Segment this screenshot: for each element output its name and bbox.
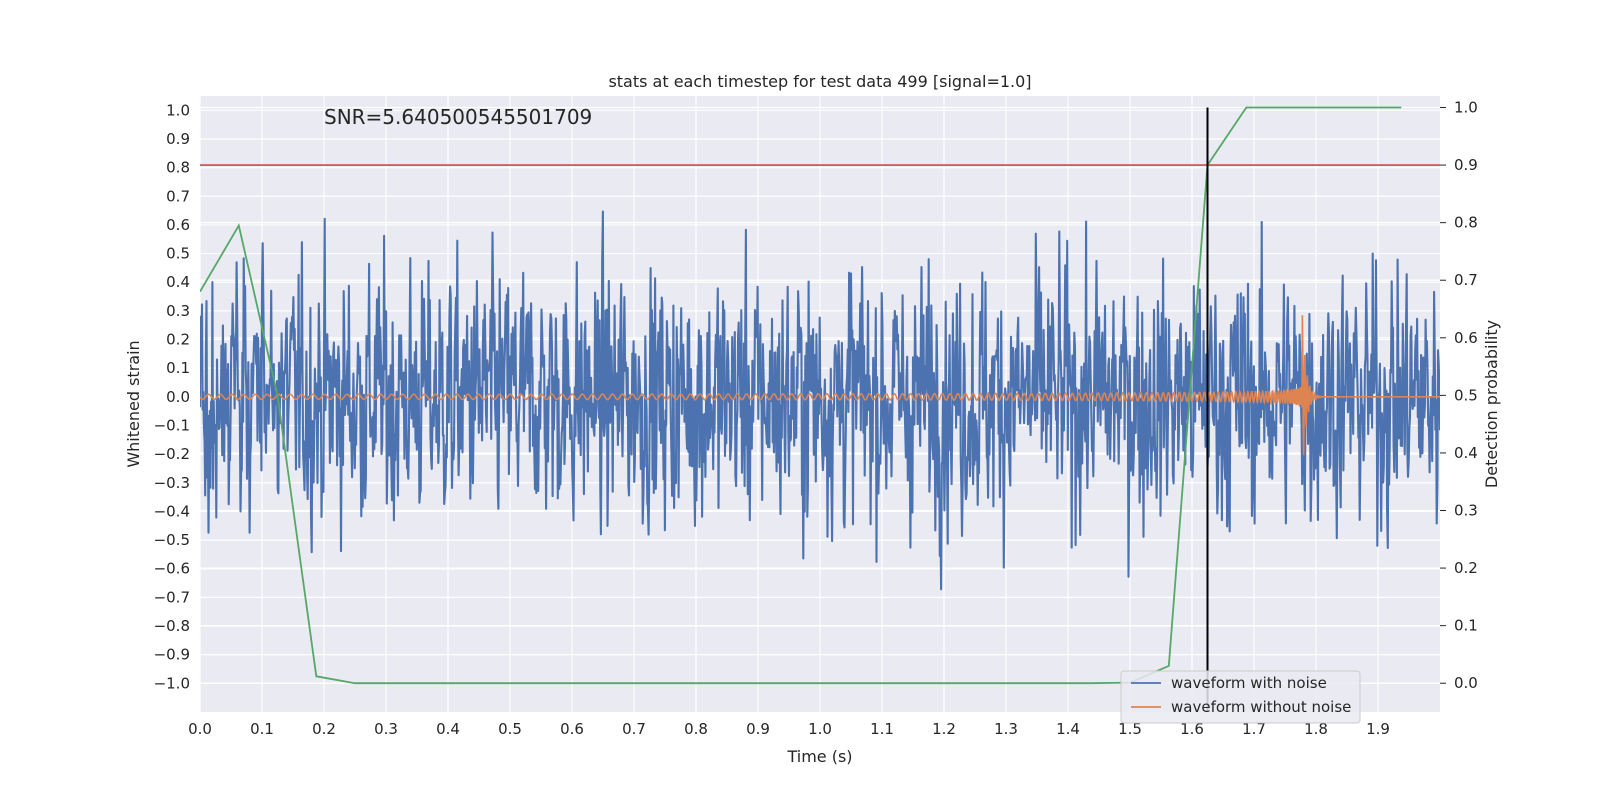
y-right-tick-label: 0.6 <box>1454 329 1478 347</box>
x-tick-label: 0.6 <box>560 720 584 738</box>
x-tick-label: 1.6 <box>1180 720 1204 738</box>
x-tick-label: 0.5 <box>498 720 522 738</box>
x-tick-label: 1.7 <box>1242 720 1266 738</box>
y-right-tick-label: 0.1 <box>1454 617 1478 635</box>
y-right-axis-ticks: 1.0 0.9 0.8 0.7 0.6 0.5 0.4 0.3 0.2 0.1 0.0 <box>1440 99 1478 692</box>
x-axis-label: Time (s) <box>786 747 852 766</box>
y-left-tick-label: 0.6 <box>166 216 190 234</box>
x-tick-label: 0.0 <box>188 720 212 738</box>
legend: waveform with noise waveform without noi… <box>1120 670 1361 724</box>
series-line-waveform-with-noise <box>200 210 1440 591</box>
y-left-axis-label: Whitened strain <box>124 340 143 467</box>
y-left-tick-label: −0.9 <box>154 646 190 664</box>
y-left-tick-label: −0.8 <box>154 617 190 635</box>
y-left-axis-ticks: 1.0 0.9 0.8 0.7 0.6 0.5 0.4 0.3 0.2 0.1 0.0 −0.1 −0.… <box>154 101 190 692</box>
y-left-tick-label: −0.6 <box>154 560 190 578</box>
y-right-axis-label: Detection probability <box>1482 320 1501 488</box>
snr-annotation: SNR=5.640500545501709 <box>324 105 592 129</box>
y-left-tick-label: 0.7 <box>166 187 190 205</box>
y-left-tick-label: −0.2 <box>154 445 190 463</box>
y-right-tick-label: 0.5 <box>1454 386 1478 404</box>
x-tick-label: 1.1 <box>870 720 894 738</box>
legend-label-waveform-with-noise: waveform with noise <box>1171 674 1327 692</box>
x-tick-label: 1.9 <box>1366 720 1390 738</box>
x-tick-label: 0.1 <box>250 720 274 738</box>
series-line-waveform-without-noise <box>200 315 1440 456</box>
y-left-tick-label: −0.4 <box>154 502 190 520</box>
x-tick-label: 1.2 <box>932 720 956 738</box>
y-left-tick-label: 0.9 <box>166 130 190 148</box>
y-right-tick-label: 0.2 <box>1454 559 1478 577</box>
y-left-tick-label: 0.5 <box>166 245 190 263</box>
y-left-tick-label: 0.8 <box>166 159 190 177</box>
y-right-tick-label: 0.4 <box>1454 444 1478 462</box>
y-left-tick-label: 0.4 <box>166 273 190 291</box>
x-axis-ticks: 0.0 0.1 0.2 0.3 0.4 0.5 0.6 0.7 0.8 0.9 1.0 1.1 1.2 1… <box>188 720 1390 738</box>
y-right-tick-label: 0.8 <box>1454 214 1478 232</box>
y-right-tick-label: 0.3 <box>1454 502 1478 520</box>
chart-title: stats at each timestep for test data 499… <box>608 72 1031 91</box>
y-left-tick-label: −0.5 <box>154 531 190 549</box>
y-left-tick-label: −0.1 <box>154 416 190 434</box>
y-right-tick-label: 0.7 <box>1454 271 1478 289</box>
x-tick-label: 1.5 <box>1118 720 1142 738</box>
x-tick-label: 1.0 <box>808 720 832 738</box>
x-tick-label: 0.4 <box>436 720 460 738</box>
y-left-tick-label: −0.7 <box>154 588 190 606</box>
x-tick-label: 0.3 <box>374 720 398 738</box>
y-right-tick-label: 0.0 <box>1454 674 1478 692</box>
x-tick-label: 0.8 <box>684 720 708 738</box>
legend-box <box>1120 670 1361 724</box>
y-right-tick-label: 0.9 <box>1454 156 1478 174</box>
y-left-tick-label: −1.0 <box>154 674 190 692</box>
x-tick-label: 1.8 <box>1304 720 1328 738</box>
x-tick-label: 0.9 <box>746 720 770 738</box>
y-left-tick-label: 0.1 <box>166 359 190 377</box>
x-tick-label: 1.4 <box>1056 720 1080 738</box>
y-left-tick-label: 0.0 <box>166 388 190 406</box>
x-tick-label: 0.2 <box>312 720 336 738</box>
y-left-tick-label: 1.0 <box>166 101 190 119</box>
legend-label-waveform-without-noise: waveform without noise <box>1171 698 1351 716</box>
y-left-tick-label: 0.3 <box>166 302 190 320</box>
series-line-detection-probability <box>200 106 1402 685</box>
y-left-tick-label: −0.3 <box>154 474 190 492</box>
x-tick-label: 1.3 <box>994 720 1018 738</box>
x-tick-label: 0.7 <box>622 720 646 738</box>
y-left-tick-label: 0.2 <box>166 331 190 349</box>
y-right-tick-label: 1.0 <box>1454 99 1478 117</box>
